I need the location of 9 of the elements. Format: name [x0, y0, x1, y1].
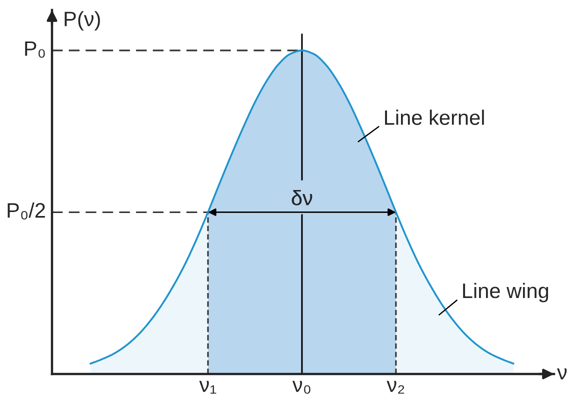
x-tick-label: ν₁ — [199, 380, 216, 394]
x-tick-label: ν₀ — [292, 380, 310, 394]
annotation: Line wing — [463, 282, 548, 302]
x-axis-title: ν — [557, 368, 567, 380]
band-label: Line kernel — [385, 110, 484, 125]
ref-line-label: P₀ — [25, 41, 45, 58]
x-tick-label: ν₂ — [386, 380, 404, 394]
y-axis-title: P(ν) — [64, 11, 100, 30]
ref-line-label: P₀/2 — [8, 202, 45, 220]
